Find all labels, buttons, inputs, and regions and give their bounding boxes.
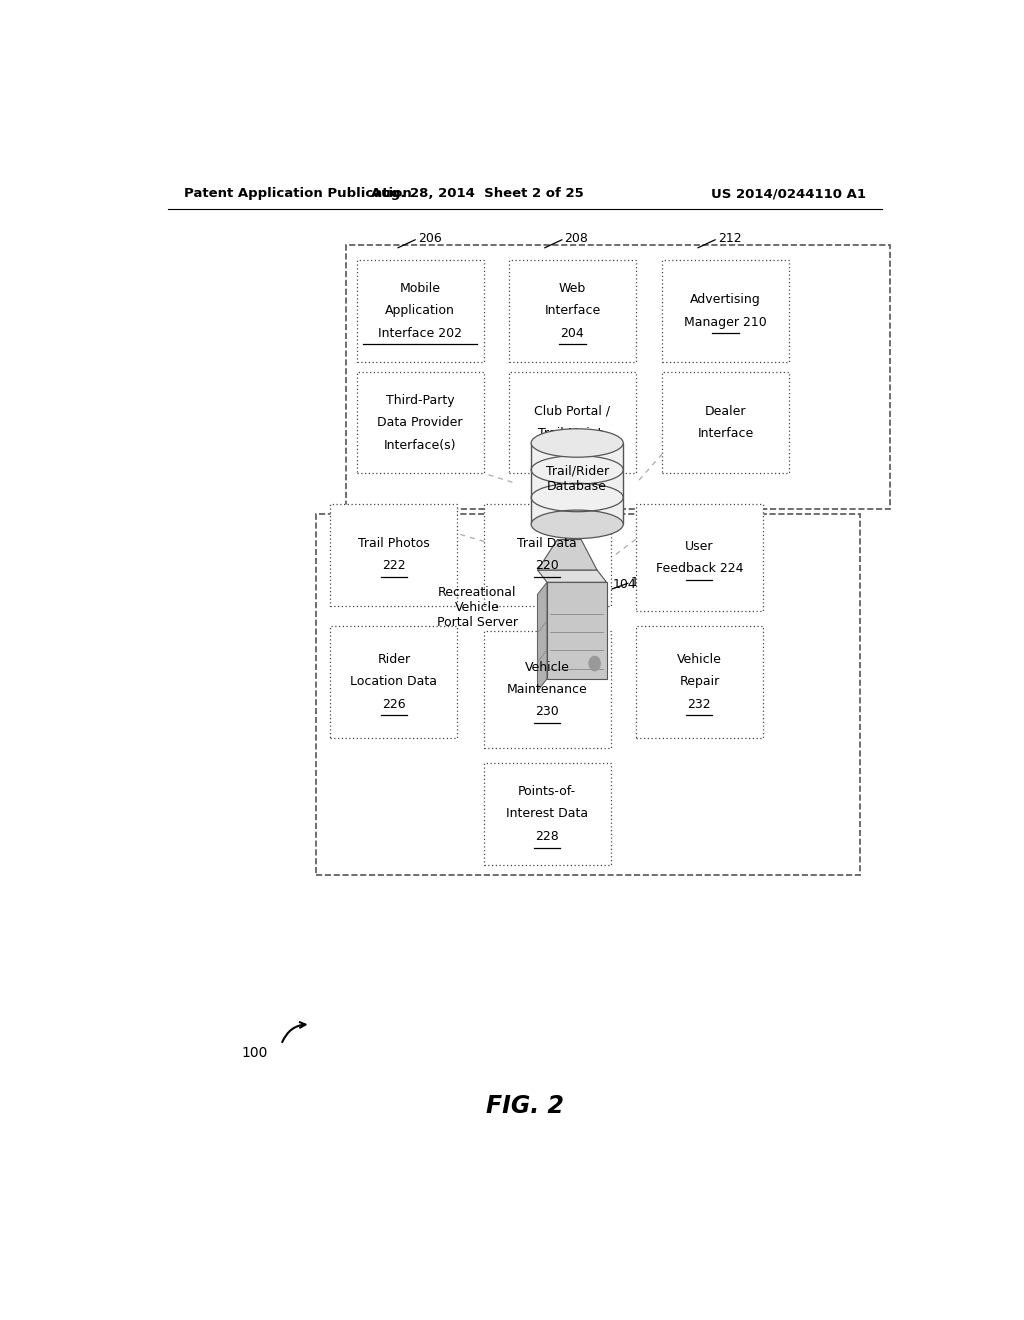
Text: Manager 210: Manager 210 <box>684 315 767 329</box>
Text: Interface: Interface <box>545 305 600 317</box>
Text: Aug. 28, 2014  Sheet 2 of 25: Aug. 28, 2014 Sheet 2 of 25 <box>371 187 584 201</box>
Text: Trail Data: Trail Data <box>517 537 577 550</box>
Text: Interface 202: Interface 202 <box>378 327 462 339</box>
Text: 230: 230 <box>536 705 559 718</box>
Text: 208: 208 <box>564 232 589 246</box>
Text: Feedback 224: Feedback 224 <box>655 562 743 576</box>
Bar <box>483 504 610 606</box>
Text: US 2014/0244110 A1: US 2014/0244110 A1 <box>711 187 866 201</box>
Polygon shape <box>538 540 597 570</box>
Circle shape <box>589 656 600 671</box>
Bar <box>636 626 763 738</box>
Text: 100: 100 <box>242 1045 268 1060</box>
Bar <box>509 372 636 474</box>
Text: 212: 212 <box>718 232 741 246</box>
Text: 104: 104 <box>613 578 637 591</box>
Text: Vehicle: Vehicle <box>524 660 569 673</box>
Text: User: User <box>685 540 714 553</box>
Bar <box>663 260 790 362</box>
Text: Web: Web <box>559 282 586 294</box>
Bar <box>483 763 610 865</box>
Bar <box>636 504 763 611</box>
Text: Trail Photos: Trail Photos <box>358 537 430 550</box>
Text: 228: 228 <box>536 830 559 843</box>
Text: Maintenance: Maintenance <box>507 682 588 696</box>
Text: 222: 222 <box>382 560 406 573</box>
Text: Interface: Interface <box>697 428 754 441</box>
Text: Mobile: Mobile <box>399 282 440 294</box>
Text: 226: 226 <box>382 698 406 710</box>
Text: Application: Application <box>385 305 455 317</box>
Text: Rider: Rider <box>377 653 411 667</box>
Text: 232: 232 <box>687 698 712 710</box>
Text: Club Portal /: Club Portal / <box>535 405 610 418</box>
Text: 220: 220 <box>536 560 559 573</box>
Text: Trail/Rider
Database: Trail/Rider Database <box>546 465 608 492</box>
Bar <box>356 260 483 362</box>
Text: Trail Maint.: Trail Maint. <box>539 428 606 441</box>
Bar <box>356 372 483 474</box>
Text: Third-Party: Third-Party <box>386 393 455 407</box>
Text: Location Data: Location Data <box>350 676 437 688</box>
Bar <box>316 515 860 875</box>
Text: 204: 204 <box>560 327 585 339</box>
Bar <box>346 244 890 510</box>
Text: Interface(s): Interface(s) <box>384 438 457 451</box>
Ellipse shape <box>531 510 624 539</box>
Text: 206: 206 <box>418 232 441 246</box>
Bar <box>531 444 624 524</box>
Bar <box>483 631 610 748</box>
Text: Repair: Repair <box>679 676 720 688</box>
Text: Recreational
Vehicle
Portal Server: Recreational Vehicle Portal Server <box>436 586 518 630</box>
Bar <box>663 372 790 474</box>
Bar <box>509 260 636 362</box>
Text: Interest Data: Interest Data <box>506 808 588 821</box>
Text: Points-of-: Points-of- <box>518 785 577 799</box>
Text: 102: 102 <box>631 576 654 589</box>
Text: Dealer: Dealer <box>705 405 746 418</box>
Text: Patent Application Publication: Patent Application Publication <box>183 187 412 201</box>
Polygon shape <box>538 570 606 582</box>
Text: FIG. 2: FIG. 2 <box>485 1094 564 1118</box>
Text: Advertising: Advertising <box>690 293 761 306</box>
Text: Vehicle: Vehicle <box>677 653 722 667</box>
Bar <box>331 626 458 738</box>
Ellipse shape <box>531 429 624 457</box>
Text: Data Provider: Data Provider <box>377 416 463 429</box>
Polygon shape <box>538 582 547 690</box>
Bar <box>331 504 458 606</box>
Polygon shape <box>547 582 606 678</box>
